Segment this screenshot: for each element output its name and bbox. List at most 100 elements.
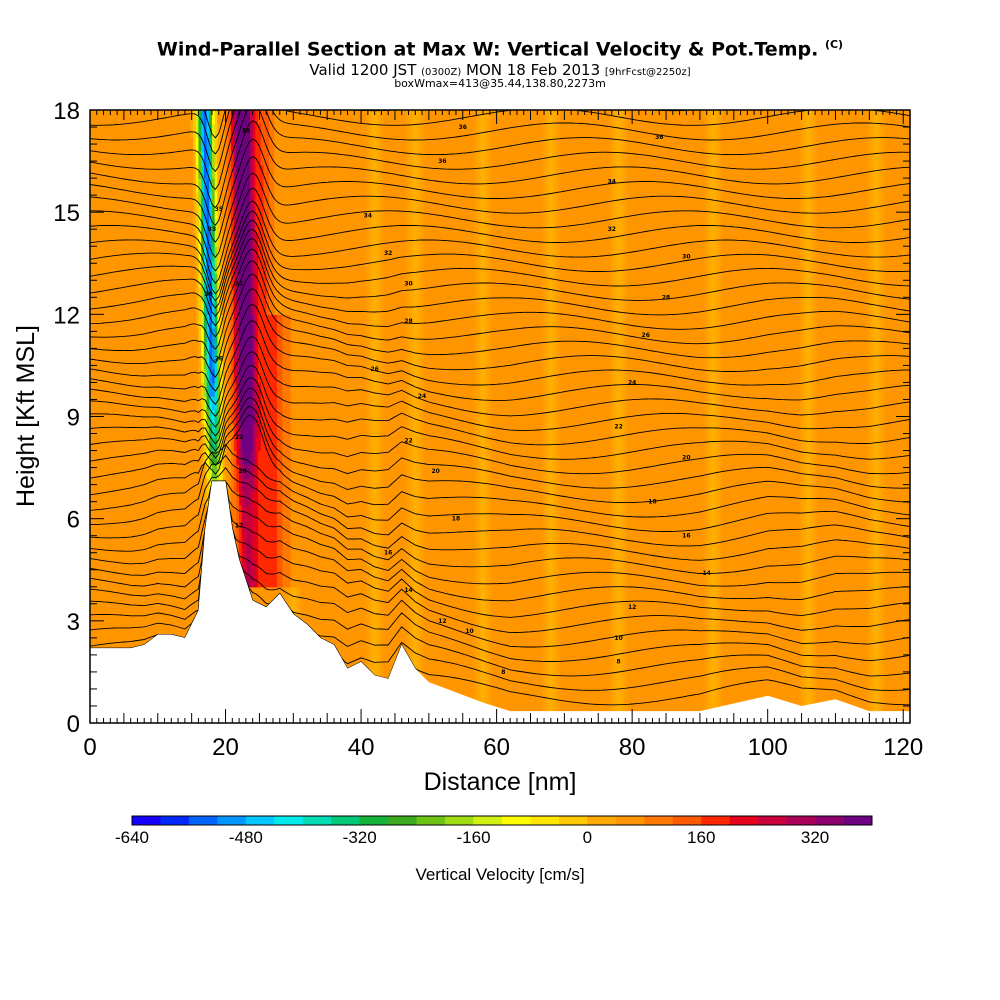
field-cell [274, 491, 278, 506]
field-cell [290, 573, 294, 588]
field-cell [233, 532, 237, 547]
field-cell [293, 505, 297, 520]
field-cell [184, 518, 189, 533]
field-cell [304, 559, 308, 574]
field-cell [228, 355, 232, 370]
field-cell [255, 205, 259, 220]
field-cell [282, 464, 286, 479]
theta-label: 35 [215, 206, 223, 213]
theta-label: 18 [452, 516, 460, 523]
field-cell [252, 287, 256, 302]
field-cell [187, 382, 191, 397]
field-cell [263, 518, 267, 533]
field-cell [201, 178, 205, 193]
field-cell [282, 164, 286, 179]
field-cell [214, 300, 219, 315]
field-cell [309, 314, 313, 329]
field-cell [247, 573, 251, 588]
field-cell [320, 327, 324, 343]
x-tick-label: 120 [883, 734, 923, 761]
field-cell [252, 532, 256, 547]
field-cell [247, 287, 251, 302]
colorbar-swatch [843, 816, 873, 825]
field-cell [263, 287, 267, 302]
field-cell [268, 368, 273, 384]
field-cell [298, 205, 303, 220]
field-cell [203, 164, 208, 179]
field-cell [201, 110, 205, 125]
field-cell [285, 355, 289, 370]
field-cell [225, 273, 229, 288]
field-cell [314, 573, 319, 588]
field-cell [236, 409, 240, 424]
field-cell [171, 545, 175, 561]
field-cell [179, 382, 183, 397]
field-cell [314, 559, 319, 574]
field-cell [184, 368, 189, 384]
field-cell [306, 327, 311, 343]
field-cell [309, 464, 313, 479]
field-cell [174, 505, 178, 520]
field-cell [320, 205, 324, 220]
field-cell [214, 110, 219, 125]
field-cell [285, 409, 289, 424]
field-cell [266, 559, 270, 574]
field-cell [317, 259, 322, 275]
field-cell [285, 505, 289, 520]
field-cell [195, 532, 200, 547]
field-cell [233, 518, 237, 533]
field-cell [190, 273, 194, 288]
field-cell [190, 409, 194, 424]
field-cell [274, 396, 278, 411]
field-cell [187, 423, 191, 438]
theta-contour [90, 351, 910, 431]
field-cell [247, 382, 251, 397]
field-cell [301, 477, 305, 493]
field-cell [279, 450, 284, 465]
theta-label: 20 [431, 468, 439, 475]
colorbar-label: 320 [801, 828, 829, 847]
field-cell [277, 218, 281, 234]
field-cell [190, 436, 194, 452]
field-cell [184, 464, 189, 479]
field-cell [211, 123, 216, 138]
field-cell [301, 423, 305, 438]
field-cell [312, 300, 316, 315]
field-cell [198, 314, 202, 329]
field-cell [214, 178, 219, 193]
field-cell [187, 409, 191, 424]
field-cell [271, 314, 275, 329]
field-cell [230, 409, 235, 424]
field-cell [260, 123, 265, 138]
field-cell [298, 123, 303, 138]
field-cell [293, 164, 297, 179]
field-cell [193, 232, 197, 247]
y-axis-title: Height [Kft MSL] [12, 325, 40, 507]
field-cell [217, 178, 221, 193]
field-cell [312, 287, 316, 302]
field-cell [220, 300, 224, 315]
field-cell [258, 300, 262, 315]
field-cell [220, 110, 224, 125]
field-cell [304, 178, 308, 193]
field-cell [176, 164, 181, 179]
field-cell [255, 355, 259, 370]
field-cell [271, 327, 275, 343]
field-cell [277, 491, 281, 506]
field-cell [304, 355, 308, 370]
field-cell [214, 464, 219, 479]
field-cell [239, 491, 243, 506]
field-cell [304, 314, 308, 329]
field-cell [249, 110, 254, 125]
field-cell [312, 559, 316, 574]
field-cell [317, 273, 322, 288]
field-cell [244, 436, 248, 452]
field-cell [285, 396, 289, 411]
field-cell [296, 259, 300, 275]
field-cell [320, 259, 324, 275]
field-cell [179, 423, 183, 438]
field-cell [249, 532, 254, 547]
field-cell [258, 532, 262, 547]
field-cell [271, 396, 275, 411]
field-cell [198, 341, 202, 356]
